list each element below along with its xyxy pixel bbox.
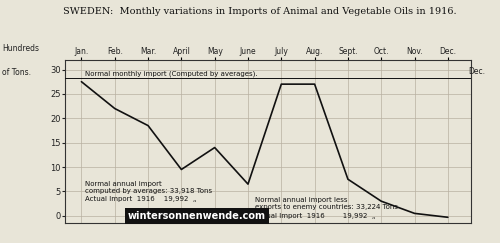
Text: Dec.: Dec.: [468, 67, 485, 76]
Text: Normal annual import less: Normal annual import less: [254, 197, 347, 203]
Text: exports to enemy countries: 33,224 Tons: exports to enemy countries: 33,224 Tons: [254, 204, 398, 210]
Text: Actual Import  1916        19,992  „: Actual Import 1916 19,992 „: [254, 213, 375, 219]
Text: Normal monthly import (Computed by averages).: Normal monthly import (Computed by avera…: [85, 70, 258, 77]
Text: Hundreds: Hundreds: [2, 44, 40, 53]
Text: Normal annual import: Normal annual import: [85, 181, 162, 187]
Text: Actual Import  1916    19,992  „: Actual Import 1916 19,992 „: [85, 196, 196, 202]
Text: of Tons.: of Tons.: [2, 68, 32, 77]
Text: SWEDEN:  Monthly variations in Imports of Animal and Vegetable Oils in 1916.: SWEDEN: Monthly variations in Imports of…: [63, 7, 457, 16]
Text: computed by averages: 33,918 Tons: computed by averages: 33,918 Tons: [85, 188, 212, 193]
Text: wintersonnenwende.com: wintersonnenwende.com: [128, 211, 266, 221]
